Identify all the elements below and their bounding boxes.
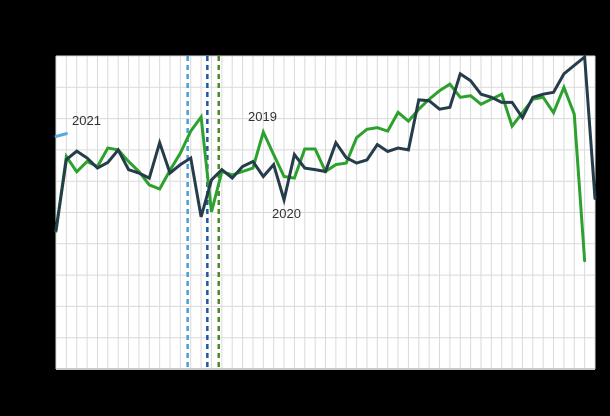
series-line-2021 [54, 132, 68, 138]
series-label-2020: 2020 [272, 206, 301, 221]
series-label-2021: 2021 [72, 113, 101, 128]
series-label-2019: 2019 [248, 109, 277, 124]
series-line-2020 [54, 53, 597, 232]
series-line-2019 [54, 82, 587, 263]
